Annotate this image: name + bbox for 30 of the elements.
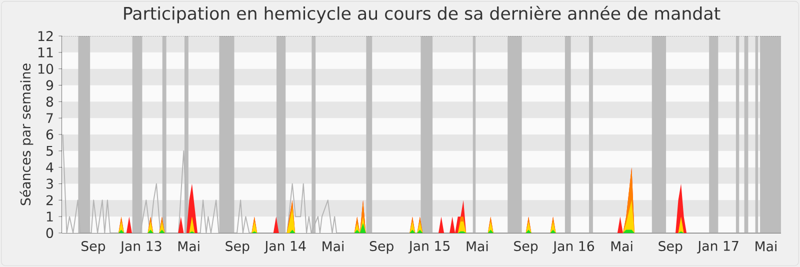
y-tick-label: 9	[46, 80, 54, 90]
x-tick-label: Sep	[226, 241, 250, 254]
x-tick-label: Jan 16	[552, 241, 594, 254]
y-tick-label: 10	[38, 64, 54, 74]
x-tick-label: Sep	[514, 241, 538, 254]
y-axis-title: Séances par semaine	[20, 64, 34, 206]
x-tick-label: Sep	[82, 241, 106, 254]
x-tick-label: Jan 14	[264, 241, 306, 254]
x-tick-label: Sep	[658, 241, 682, 254]
y-tick-label: 6	[46, 129, 54, 140]
y-tick-label: 7	[46, 113, 53, 123]
y-tick-label: 3	[46, 178, 53, 189]
x-tick-label: Mai	[178, 241, 200, 252]
x-tick-label: Jan 13	[120, 241, 162, 254]
y-tick-label: 8	[46, 96, 54, 107]
x-tick-label: Jan 17	[697, 241, 738, 254]
x-tick-label: Mai	[466, 241, 488, 252]
y-tick-label: 11	[38, 48, 53, 58]
x-tick-label: Mai	[322, 241, 344, 252]
x-tick-label: Jan 15	[408, 241, 450, 254]
chart-title: Participation en hemicycle au cours de sa dernière année de mandat	[124, 6, 720, 24]
x-tick-label: Mai	[756, 241, 776, 252]
y-tick-label: 4	[46, 162, 54, 172]
y-tick-label: 0	[46, 228, 54, 238]
x-tick-label: Sep	[370, 241, 394, 254]
y-tick-label: 1	[46, 212, 53, 222]
y-tick-label: 5	[46, 146, 53, 156]
x-tick-label: Mai	[611, 241, 632, 252]
y-tick-label: 12	[38, 31, 53, 41]
y-tick-label: 2	[46, 195, 53, 206]
